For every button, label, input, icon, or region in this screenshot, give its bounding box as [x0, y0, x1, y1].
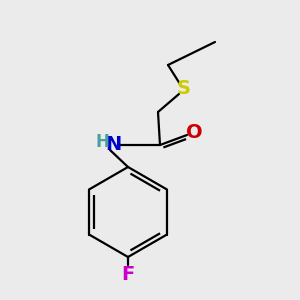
Text: O: O	[186, 124, 202, 142]
Text: S: S	[177, 79, 191, 98]
Text: H: H	[95, 133, 109, 151]
Text: F: F	[122, 266, 135, 284]
Text: N: N	[105, 136, 121, 154]
